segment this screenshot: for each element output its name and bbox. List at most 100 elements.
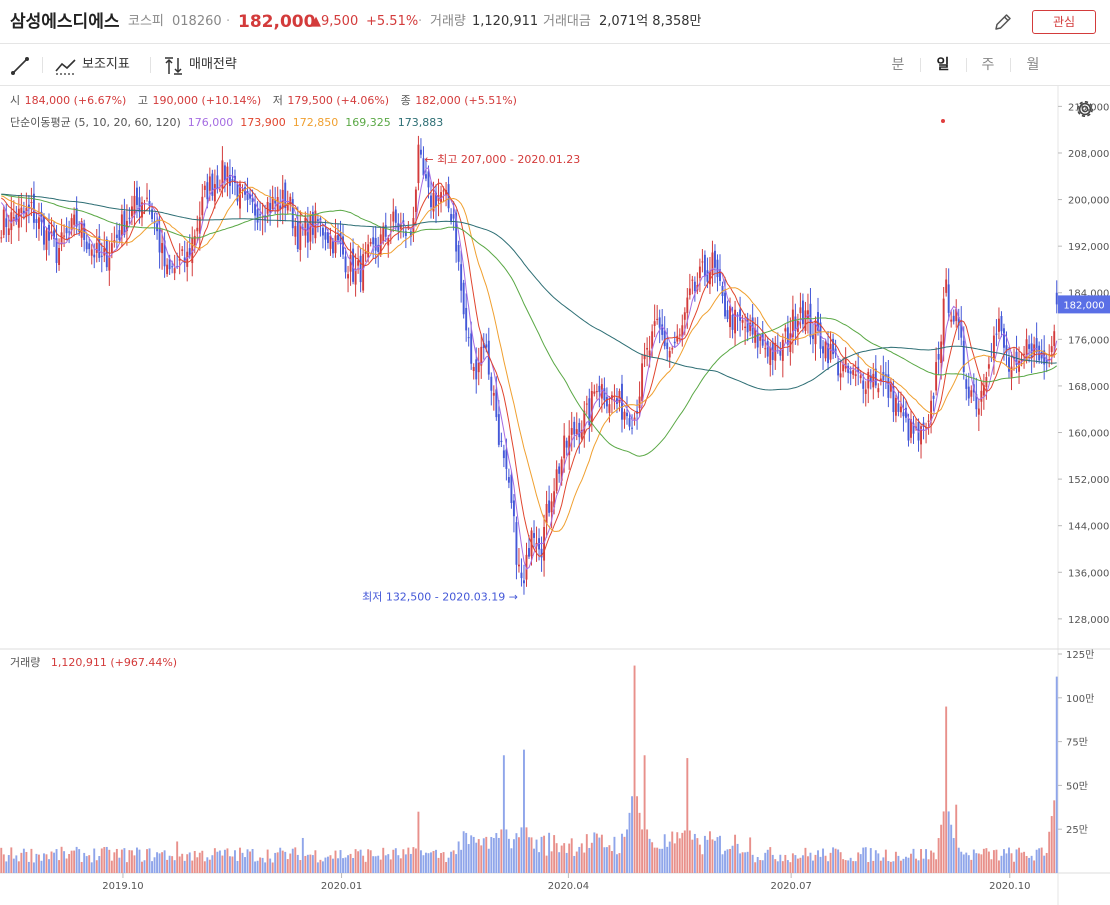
volume-bar bbox=[372, 856, 375, 873]
candle-body bbox=[296, 220, 299, 249]
candle-body bbox=[598, 385, 601, 393]
candle-body bbox=[1023, 353, 1026, 355]
candle-body bbox=[301, 227, 304, 229]
volume-bar bbox=[58, 860, 61, 873]
volume-bar bbox=[1043, 855, 1046, 873]
candle-body bbox=[736, 314, 739, 316]
candle-body bbox=[133, 195, 136, 215]
candle-body bbox=[899, 406, 902, 413]
candle-body bbox=[359, 255, 362, 283]
price-tick-label: 168,000 bbox=[1068, 382, 1109, 393]
indicator-button[interactable]: 보조지표 bbox=[55, 44, 130, 86]
volume-bar bbox=[962, 854, 965, 873]
volume-bar bbox=[917, 860, 920, 873]
volume-bar bbox=[852, 861, 855, 873]
volume-bar bbox=[176, 841, 179, 873]
volume-bar bbox=[595, 833, 598, 873]
volume-bar bbox=[789, 862, 792, 873]
volume-bar bbox=[950, 824, 953, 873]
strategy-button[interactable]: 매매전략 bbox=[163, 44, 237, 86]
volume-bar bbox=[100, 848, 103, 873]
volume-bar bbox=[133, 855, 136, 873]
volume-bar bbox=[902, 858, 905, 873]
volume-bar bbox=[384, 855, 387, 873]
gear-icon[interactable] bbox=[1074, 98, 1096, 120]
candle-body bbox=[739, 309, 742, 321]
watch-button[interactable]: 관심 bbox=[1032, 10, 1096, 34]
candle-body bbox=[299, 221, 302, 250]
draw-line-tool[interactable] bbox=[10, 44, 32, 86]
ma120-value: 173,883 bbox=[397, 116, 444, 129]
price-tick-label: 152,000 bbox=[1068, 475, 1109, 486]
volume-bar bbox=[588, 847, 591, 873]
volume-bar bbox=[254, 861, 257, 873]
volume-bar bbox=[354, 849, 357, 873]
period-month[interactable]: 월 bbox=[1026, 57, 1040, 73]
period-divider bbox=[966, 58, 967, 72]
candle-body bbox=[472, 366, 475, 371]
volume-bar bbox=[932, 852, 935, 873]
candle-body bbox=[55, 238, 58, 263]
volume-bar bbox=[90, 862, 93, 873]
period-week[interactable]: 주 bbox=[981, 57, 995, 73]
candle-body bbox=[789, 333, 792, 353]
candle-body bbox=[658, 317, 661, 328]
candle-body bbox=[445, 190, 448, 196]
volume-bar bbox=[279, 847, 282, 873]
candle-body bbox=[879, 378, 882, 382]
volume-bar bbox=[299, 860, 302, 873]
candle-body bbox=[701, 261, 704, 263]
candle-body bbox=[347, 274, 350, 279]
volume-bar bbox=[399, 858, 402, 873]
period-minute[interactable]: 분 bbox=[891, 57, 905, 73]
low-label: 저 bbox=[272, 94, 283, 107]
chart-area[interactable]: 216,000 208,000 200,000 192,000 184,000 176,0… bbox=[0, 86, 1110, 905]
candle-body bbox=[829, 343, 832, 360]
price-change-percent: +5.51% bbox=[366, 14, 419, 29]
candle-body bbox=[661, 324, 664, 335]
stock-chart[interactable]: 216,000 208,000 200,000 192,000 184,000 176,0… bbox=[0, 86, 1110, 905]
volume-bar bbox=[721, 854, 724, 873]
volume-bar bbox=[598, 837, 601, 873]
volume-bar bbox=[25, 851, 28, 873]
volume-bar bbox=[223, 849, 226, 873]
volume-bar bbox=[892, 861, 895, 873]
candle-body bbox=[377, 244, 380, 253]
candle-body bbox=[560, 459, 563, 481]
volume-bar bbox=[626, 829, 628, 873]
volume-bar bbox=[638, 812, 641, 873]
price-tick-label: 136,000 bbox=[1068, 568, 1109, 579]
candle-body bbox=[58, 247, 61, 265]
volume-bar bbox=[827, 861, 830, 873]
candle-body bbox=[490, 376, 493, 391]
candle-body bbox=[68, 231, 71, 233]
candle-body bbox=[568, 435, 571, 456]
candle-body bbox=[291, 199, 294, 229]
volume-bar bbox=[425, 852, 427, 873]
volume-bar bbox=[505, 829, 508, 873]
volume-bar bbox=[764, 852, 767, 873]
pencil-icon[interactable] bbox=[992, 11, 1014, 33]
candle-body bbox=[666, 342, 669, 350]
candle-body bbox=[239, 183, 241, 209]
period-day[interactable]: 일 bbox=[936, 57, 950, 73]
volume-bar bbox=[608, 845, 611, 873]
candle-body bbox=[646, 347, 649, 350]
candle-body bbox=[186, 251, 189, 267]
volume-bar bbox=[1030, 855, 1033, 873]
volume-bar bbox=[824, 855, 827, 873]
volume-bar bbox=[693, 833, 696, 873]
candle-body bbox=[427, 171, 430, 188]
volume-bar bbox=[83, 852, 86, 873]
volume-bar bbox=[259, 857, 262, 873]
candle-body bbox=[374, 238, 377, 251]
volume-bar bbox=[935, 859, 938, 873]
candle-body bbox=[85, 241, 88, 250]
volume-bar bbox=[809, 852, 812, 873]
volume-bar bbox=[812, 860, 814, 873]
volume-bar bbox=[646, 829, 649, 873]
volume-bar bbox=[460, 849, 463, 873]
volume-bar bbox=[1053, 800, 1056, 873]
candle-body bbox=[570, 428, 573, 435]
volume-bar bbox=[191, 860, 194, 873]
